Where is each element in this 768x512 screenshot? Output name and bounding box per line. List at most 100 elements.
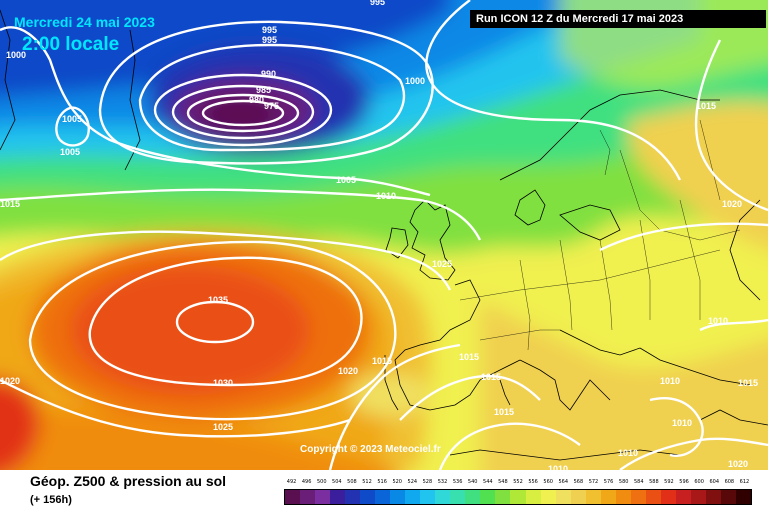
legend-label: 516 [377, 479, 387, 485]
isobar-label: 985 [256, 85, 271, 95]
legend-label: 572 [588, 479, 599, 485]
legend-swatch [360, 490, 376, 504]
legend-label: 576 [603, 479, 614, 485]
isobar-label: 1010 [376, 191, 396, 201]
isobar-label: 975 [264, 101, 279, 111]
legend-label: 536 [452, 479, 463, 485]
map-caption: Géop. Z500 & pression au sol [30, 473, 227, 489]
legend-scale-labels: 492 496 500 504 508 512 516 520 524 528 532 536 540 5… [284, 479, 752, 487]
legend-label: 560 [543, 479, 553, 485]
isobar-label: 1030 [213, 378, 233, 388]
legend-label: 592 [664, 479, 674, 485]
forecast-time: 2:00 locale [22, 34, 120, 55]
isobar-label: 995 [370, 0, 385, 7]
legend-swatch [330, 490, 346, 504]
isobar-label: 990 [261, 69, 276, 79]
isobars [0, 0, 768, 470]
isobar-label: 1015 [0, 199, 20, 209]
legend-swatch [300, 490, 316, 504]
isobar-label: 1010 [548, 464, 568, 470]
isobar-label: 1020 [0, 376, 20, 386]
legend-swatch [345, 490, 361, 504]
legend-label: 608 [724, 479, 735, 485]
isobar-label: 1020 [722, 199, 742, 209]
legend-swatch [660, 490, 676, 504]
legend-swatch [480, 490, 496, 504]
legend-swatch [510, 490, 526, 504]
legend-label: 588 [649, 479, 659, 485]
forecast-date: Mercredi 24 mai 2023 [14, 14, 155, 30]
isobar-label: 995 [262, 25, 277, 35]
isobar-label: 1005 [62, 114, 82, 124]
legend-swatch [525, 490, 541, 504]
isobar-label: 1010 [672, 418, 692, 428]
isobar-label: 1010 [708, 316, 728, 326]
isobar-label: 1025 [432, 259, 452, 269]
isobar-labels: 995 995 990 985 980 975 1000 1000 1005 1… [0, 0, 758, 470]
isobar-label: 1020 [728, 459, 748, 469]
legend-color-scale [284, 489, 752, 505]
legend-label: 524 [407, 479, 418, 485]
legend-label: 548 [498, 479, 508, 485]
legend-swatch [585, 490, 601, 504]
legend-swatch [435, 490, 451, 504]
legend-swatch [675, 490, 691, 504]
isobar-label: 1000 [6, 50, 26, 60]
legend-swatch [600, 490, 616, 504]
legend-label: 580 [618, 479, 629, 485]
isobar-label: 1025 [213, 422, 233, 432]
legend-swatch [735, 490, 751, 504]
legend-label: 544 [483, 479, 493, 485]
legend-swatch [495, 490, 511, 504]
legend-swatch [645, 490, 661, 504]
legend-label: 584 [633, 479, 644, 485]
legend-swatch [615, 490, 631, 504]
isobar-label: 1015 [738, 378, 758, 388]
legend-swatch [720, 490, 736, 504]
legend-swatch [630, 490, 646, 504]
map-canvas: 995 995 990 985 980 975 1000 1000 1005 1… [0, 0, 768, 470]
legend-label: 532 [437, 479, 448, 485]
legend-label: 568 [573, 479, 584, 485]
legend-swatch [465, 490, 481, 504]
legend-swatch [450, 490, 466, 504]
legend-swatch [540, 490, 556, 504]
legend-label: 520 [392, 479, 402, 485]
isobar-label: 1005 [60, 147, 80, 157]
legend-label: 612 [739, 479, 750, 485]
isobar-label: 1020 [338, 366, 358, 376]
isobar-label: 1010 [660, 376, 680, 386]
legend-swatch [690, 490, 706, 504]
isobar-label: 1015 [459, 352, 479, 362]
legend-swatch [315, 490, 331, 504]
legend-label: 512 [362, 479, 372, 485]
isobar-label: 995 [262, 35, 277, 45]
legend-label: 564 [558, 479, 569, 485]
isobar-label: 1015 [696, 101, 716, 111]
forecast-offset: (+ 156h) [30, 494, 72, 506]
legend-swatch [375, 490, 391, 504]
legend-label: 600 [694, 479, 704, 485]
isobar-label: 1015 [481, 372, 501, 382]
isobar-label: 1015 [372, 356, 392, 366]
isobar-label: 1010 [618, 448, 638, 458]
isobar-label: 1035 [208, 295, 228, 305]
isobar-label: 980 [249, 95, 264, 105]
legend-swatch [390, 490, 406, 504]
copyright-notice: Copyright © 2023 Meteociel.fr [300, 444, 441, 455]
isobar-label: 1015 [494, 407, 514, 417]
legend-swatch [285, 490, 301, 504]
legend-swatch [570, 490, 586, 504]
legend-swatch [405, 490, 421, 504]
legend-label: 596 [679, 479, 689, 485]
legend-label: 496 [301, 479, 312, 485]
legend-label: 556 [528, 479, 538, 485]
legend-label: 504 [332, 479, 342, 485]
legend-label: 540 [467, 479, 478, 485]
isobar-label: 1000 [405, 76, 425, 86]
isobar-label: 1005 [336, 175, 356, 185]
legend-label: 492 [286, 479, 297, 485]
legend-label: 552 [513, 479, 523, 485]
model-run-banner: Run ICON 12 Z du Mercredi 17 mai 2023 [470, 10, 766, 28]
